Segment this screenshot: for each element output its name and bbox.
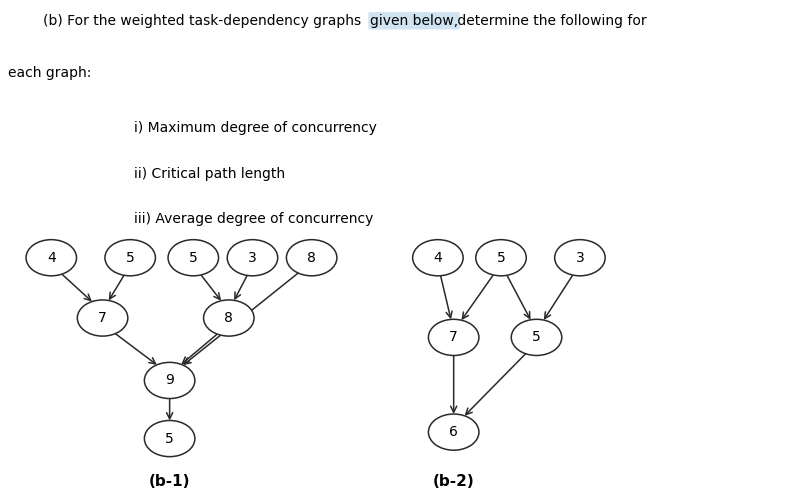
Text: 5: 5 (496, 250, 506, 265)
Ellipse shape (144, 420, 195, 456)
Text: 5: 5 (125, 250, 135, 265)
Text: (b-1): (b-1) (149, 474, 190, 489)
Ellipse shape (227, 239, 278, 276)
Text: 4: 4 (433, 250, 443, 265)
Text: each graph:: each graph: (8, 66, 92, 80)
Ellipse shape (428, 414, 479, 450)
Text: ii) Critical path length: ii) Critical path length (134, 167, 286, 181)
Text: iii) Average degree of concurrency: iii) Average degree of concurrency (134, 212, 373, 226)
Text: 5: 5 (532, 330, 541, 344)
Text: 7: 7 (98, 311, 107, 325)
Ellipse shape (144, 362, 195, 398)
Text: 6: 6 (449, 425, 458, 439)
Text: 4: 4 (47, 250, 56, 265)
Ellipse shape (105, 239, 155, 276)
Ellipse shape (204, 300, 254, 336)
Text: 3: 3 (575, 250, 585, 265)
Ellipse shape (77, 300, 128, 336)
Ellipse shape (428, 319, 479, 356)
Ellipse shape (413, 239, 463, 276)
Text: 9: 9 (165, 373, 174, 387)
Text: (b-2): (b-2) (433, 474, 474, 489)
Ellipse shape (511, 319, 562, 356)
Ellipse shape (286, 239, 337, 276)
Ellipse shape (555, 239, 605, 276)
Text: given below,: given below, (370, 14, 458, 28)
Text: i) Maximum degree of concurrency: i) Maximum degree of concurrency (134, 121, 377, 135)
Text: 7: 7 (449, 330, 458, 344)
Ellipse shape (26, 239, 77, 276)
Text: (b) For the weighted task-dependency graphs: (b) For the weighted task-dependency gra… (43, 14, 366, 28)
Text: 5: 5 (189, 250, 198, 265)
Ellipse shape (476, 239, 526, 276)
Text: determine the following for: determine the following for (453, 14, 646, 28)
Text: 5: 5 (165, 431, 174, 445)
Text: 8: 8 (307, 250, 316, 265)
Ellipse shape (168, 239, 219, 276)
Text: 8: 8 (224, 311, 234, 325)
Text: 3: 3 (248, 250, 257, 265)
